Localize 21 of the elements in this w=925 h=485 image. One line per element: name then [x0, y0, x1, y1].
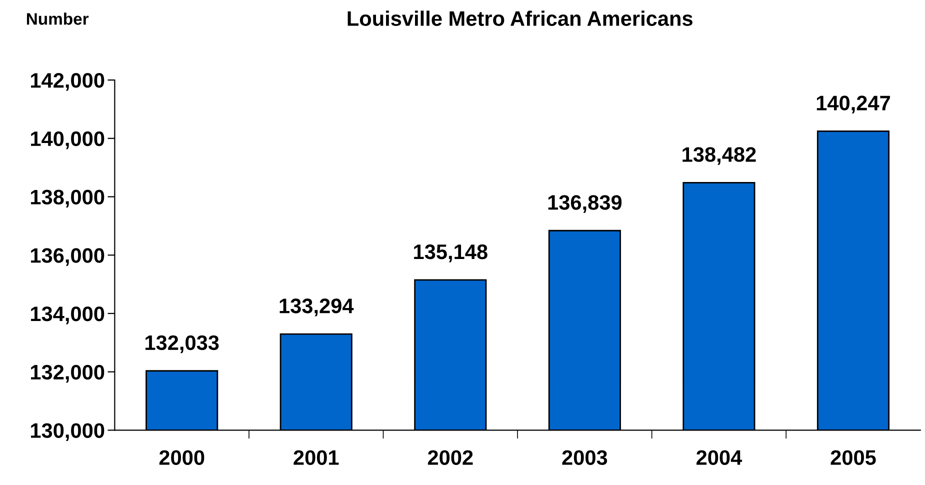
data-label: 138,482 — [682, 147, 756, 165]
x-tick-label: 2001 — [294, 450, 339, 465]
data-label: 136,839 — [548, 195, 622, 213]
x-tick-label: 2000 — [159, 450, 204, 465]
data-label: 140,247 — [816, 96, 890, 114]
data-label: 132,033 — [146, 335, 219, 354]
y-tick-label: 134,000 — [30, 306, 104, 324]
x-tick-label: 2003 — [562, 450, 608, 465]
y-tick-label: 136,000 — [30, 248, 104, 266]
y-tick-label: 138,000 — [30, 190, 104, 208]
y-tick-label: 130,000 — [30, 423, 104, 441]
data-label: 133,294 — [280, 298, 354, 316]
chart-title: Louisville Metro African Americans — [348, 10, 692, 26]
x-tick-label: 2002 — [428, 450, 473, 465]
x-tick-label: 2005 — [830, 450, 876, 465]
y-tick-label: 140,000 — [30, 131, 104, 150]
y-axis-title: Number — [26, 12, 89, 25]
y-tick-label: 142,000 — [30, 73, 104, 91]
x-tick-label: 2004 — [696, 450, 742, 465]
data-label: 135,148 — [414, 244, 488, 262]
y-tick-label: 132,000 — [30, 364, 104, 383]
